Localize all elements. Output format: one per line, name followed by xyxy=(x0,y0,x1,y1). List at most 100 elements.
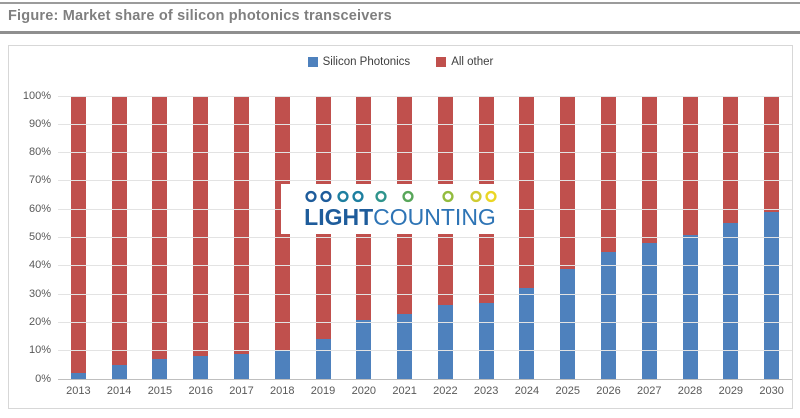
x-tick-label-2026: 2026 xyxy=(596,385,621,397)
segment-silicon-photonics xyxy=(274,350,290,379)
title-rule-bottom xyxy=(0,31,800,34)
segment-silicon-photonics xyxy=(193,356,209,379)
gridline-70% xyxy=(58,180,792,182)
segment-all-other xyxy=(234,96,249,354)
segment-all-other xyxy=(193,96,209,357)
bar-2026 xyxy=(601,96,616,379)
segment-silicon-photonics xyxy=(152,359,168,379)
y-tick-label-20%: 20% xyxy=(28,315,51,328)
x-tick-label-2030: 2030 xyxy=(759,385,784,397)
gridline-80% xyxy=(58,152,792,154)
segment-silicon-photonics xyxy=(437,305,453,379)
x-tick-label-2017: 2017 xyxy=(229,385,254,397)
y-tick-label-100%: 100% xyxy=(22,89,51,102)
segment-silicon-photonics xyxy=(641,243,657,379)
chart-area: Silicon Photonics All other 0% 10% 20% 30% 40… xyxy=(8,45,793,409)
motif-circle xyxy=(375,190,387,203)
motif-circle xyxy=(337,190,349,203)
x-tick-label-2029: 2029 xyxy=(718,385,744,397)
x-axis-line xyxy=(58,379,792,380)
x-tick-label-2025: 2025 xyxy=(555,385,580,397)
y-tick-label-70%: 70% xyxy=(28,174,51,187)
segment-silicon-photonics xyxy=(397,313,413,379)
x-tick-label-2014: 2014 xyxy=(106,385,132,397)
segment-silicon-photonics xyxy=(315,339,331,379)
gridline-50% xyxy=(58,237,792,238)
gridline-30% xyxy=(58,293,792,295)
title-rule-top xyxy=(0,2,800,4)
bar-2030 xyxy=(764,96,780,379)
segment-all-other xyxy=(601,96,616,252)
segment-silicon-photonics xyxy=(356,319,372,379)
bar-2014 xyxy=(111,96,127,379)
x-tick-label-2020: 2020 xyxy=(351,385,377,397)
segment-silicon-photonics xyxy=(601,251,616,379)
segment-silicon-photonics xyxy=(723,223,739,379)
gridline-40% xyxy=(58,265,792,267)
logo-light-text: LIGHT xyxy=(304,204,374,230)
motif-circle xyxy=(402,190,414,203)
motif-circle xyxy=(320,190,332,203)
y-tick-label-0%: 0% xyxy=(35,372,51,385)
segment-all-other xyxy=(152,96,168,360)
segment-silicon-photonics xyxy=(111,364,127,379)
bar-2024 xyxy=(519,96,535,379)
segment-all-other xyxy=(723,96,739,224)
segment-silicon-photonics xyxy=(519,288,535,379)
segment-all-other xyxy=(682,96,698,235)
y-tick-label-60%: 60% xyxy=(28,202,51,215)
segment-silicon-photonics xyxy=(70,373,86,379)
bar-2029 xyxy=(723,96,739,379)
x-tick-label-2023: 2023 xyxy=(473,385,499,397)
y-tick-label-40%: 40% xyxy=(28,259,51,272)
x-tick-label-2028: 2028 xyxy=(677,385,703,397)
chart-legend: Silicon Photonics All other xyxy=(9,56,792,68)
lightcounting-watermark: LIGHTCOUNTING xyxy=(281,184,519,234)
bar-2015 xyxy=(152,96,168,379)
y-tick-label-90%: 90% xyxy=(28,117,51,130)
lightcounting-wordmark: LIGHTCOUNTING xyxy=(304,205,496,230)
segment-silicon-photonics xyxy=(560,268,576,379)
segment-all-other xyxy=(764,96,780,213)
lightcounting-motif-icon xyxy=(301,190,503,203)
gridline-20% xyxy=(58,321,792,323)
segment-all-other xyxy=(111,96,127,365)
y-tick-label-10%: 10% xyxy=(28,344,51,357)
bar-2016 xyxy=(193,96,209,379)
plot-area: 0% 10% 20% 30% 40% 50% 60% 70% 80% 90% 100% 2013 201… xyxy=(23,90,792,397)
x-tick-label-2015: 2015 xyxy=(147,385,173,397)
logo-counting-text: COUNTING xyxy=(373,204,496,230)
segment-silicon-photonics xyxy=(764,212,780,379)
y-tick-label-50%: 50% xyxy=(28,231,51,243)
motif-circle xyxy=(485,190,497,203)
x-tick-label-2024: 2024 xyxy=(514,385,540,397)
x-tick-label-2016: 2016 xyxy=(188,385,213,397)
figure-title: Figure: Market share of silicon photonic… xyxy=(8,8,392,24)
x-tick-label-2022: 2022 xyxy=(433,385,458,397)
gridline-90% xyxy=(58,123,792,125)
x-tick-label-2013: 2013 xyxy=(66,385,91,397)
legend-label: Silicon Photonics xyxy=(322,56,411,68)
gridline-10% xyxy=(58,350,792,352)
x-tick-label-2027: 2027 xyxy=(637,385,662,397)
legend-label: All other xyxy=(451,56,494,68)
x-tick-label-2018: 2018 xyxy=(270,385,295,397)
bar-2027 xyxy=(641,96,657,379)
legend-item-1: All other xyxy=(436,56,493,68)
gridline-100% xyxy=(58,95,792,97)
motif-circle xyxy=(442,190,454,203)
x-tick-label-2019: 2019 xyxy=(310,385,336,397)
y-tick-label-80%: 80% xyxy=(28,146,51,159)
segment-silicon-photonics xyxy=(478,302,494,379)
segment-all-other xyxy=(70,96,86,374)
bar-2028 xyxy=(682,96,698,379)
bar-2025 xyxy=(560,96,576,379)
segment-silicon-photonics xyxy=(682,234,698,379)
y-tick-label-30%: 30% xyxy=(28,287,51,300)
bar-2013 xyxy=(70,96,86,379)
legend-swatch-icon xyxy=(436,57,447,67)
motif-circle xyxy=(352,190,364,203)
segment-all-other xyxy=(560,96,576,269)
motif-circle xyxy=(470,190,482,203)
segment-silicon-photonics xyxy=(234,353,249,379)
